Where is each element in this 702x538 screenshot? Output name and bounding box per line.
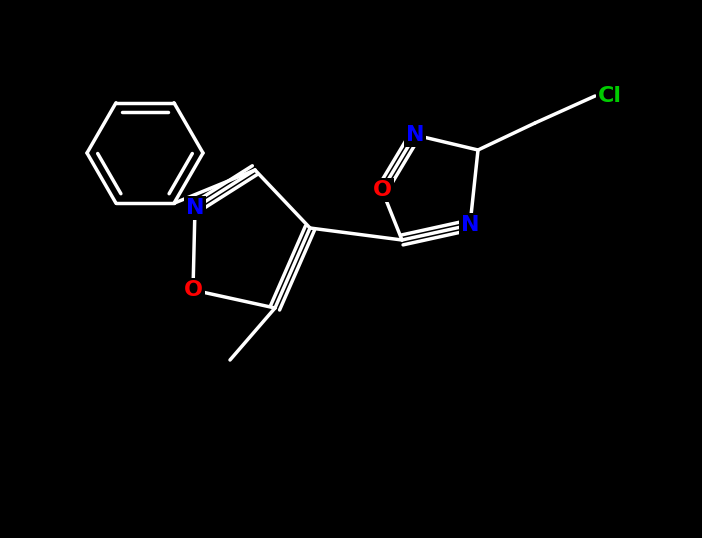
- Text: N: N: [186, 198, 204, 218]
- Text: N: N: [406, 125, 424, 145]
- Text: N: N: [461, 215, 479, 235]
- Text: Cl: Cl: [598, 86, 622, 106]
- Text: O: O: [373, 180, 392, 200]
- Text: O: O: [183, 280, 202, 300]
